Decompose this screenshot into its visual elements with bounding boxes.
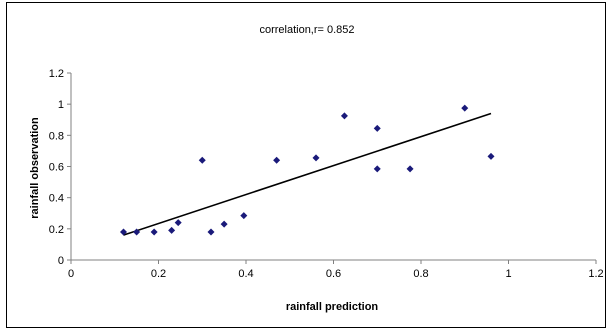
y-tick-label: 0.2 (49, 224, 64, 236)
data-point (168, 226, 176, 234)
data-point (150, 228, 158, 236)
data-point (461, 104, 469, 112)
chart-title: correlation,r= 0.852 (259, 24, 354, 36)
tick-labels: 0 0.2 0.4 0.6 0.8 1 1.2 0 0.2 0.4 0.6 0.8 1 1.2 (49, 68, 604, 280)
data-point (373, 124, 381, 132)
data-point (207, 228, 215, 236)
trendline (123, 112, 492, 236)
axes (67, 72, 597, 264)
y-tick-label: 0.4 (49, 193, 64, 205)
data-point (312, 154, 320, 162)
x-tick-label: 0.6 (326, 268, 341, 280)
x-tick-label: 0.4 (238, 268, 253, 280)
y-axis-title: rainfall observation (29, 117, 41, 219)
chart-frame: correlation,r= 0.852 rainfall prediction… (6, 2, 606, 328)
y-tick-label: 1.2 (49, 68, 64, 80)
data-point (174, 219, 182, 227)
x-tick-label: 0.8 (413, 268, 428, 280)
trendline-group (123, 112, 492, 236)
data-point (340, 112, 348, 120)
y-tick-label: 0.6 (49, 162, 64, 174)
data-point (273, 156, 281, 164)
data-points (120, 104, 495, 236)
x-tick-label: 0.2 (151, 268, 166, 280)
y-tick-label: 1 (58, 99, 64, 111)
data-point (487, 152, 495, 160)
x-axis-title: rainfall prediction (286, 301, 379, 313)
data-point (133, 228, 141, 236)
data-point (198, 156, 206, 164)
y-tick-label: 0 (58, 255, 64, 267)
x-tick-label: 1 (505, 268, 511, 280)
data-point (240, 212, 248, 220)
data-point (373, 165, 381, 173)
x-tick-label: 0 (68, 268, 74, 280)
data-point (120, 228, 127, 236)
data-point (220, 220, 228, 228)
scatter-chart: correlation,r= 0.852 rainfall prediction… (29, 24, 604, 313)
y-tick-label: 0.8 (49, 130, 64, 142)
data-point (406, 165, 414, 173)
x-tick-label: 1.2 (588, 268, 603, 280)
